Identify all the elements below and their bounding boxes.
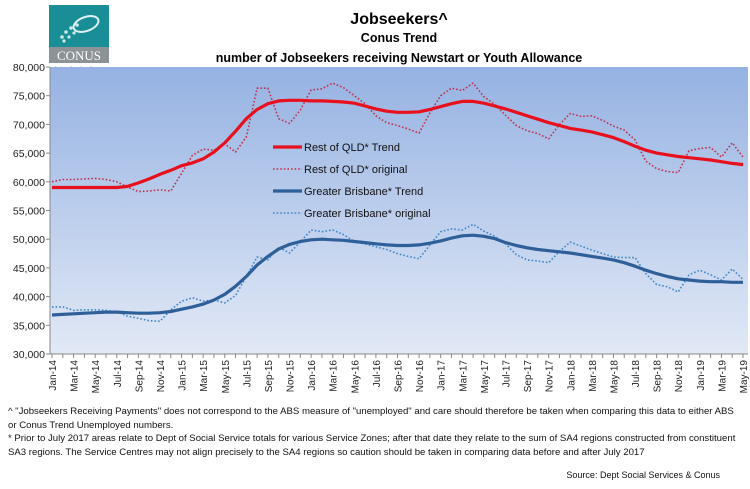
y-tick-label: 40,000 xyxy=(13,292,45,304)
footnote-caret: ^ "Jobseekers Receiving Payments" does n… xyxy=(8,406,734,431)
plot-area xyxy=(50,67,748,354)
y-tick-label: 65,000 xyxy=(13,148,45,160)
x-tick-label: Sep-16 xyxy=(394,360,405,393)
y-tick-label: 55,000 xyxy=(13,206,45,218)
y-tick-label: 45,000 xyxy=(13,263,45,275)
y-tick-label: 30,000 xyxy=(13,349,45,361)
x-tick-label: Mar-14 xyxy=(70,360,81,392)
x-tick-label: Jan-15 xyxy=(178,360,189,391)
x-tick-label: Nov-15 xyxy=(286,360,297,393)
x-tick-label: Sep-17 xyxy=(523,360,534,393)
x-tick-label: Jul-16 xyxy=(372,360,383,388)
legend: Rest of QLD* Trend Rest of QLD* original G… xyxy=(273,142,431,220)
x-tick-label: May-18 xyxy=(609,360,620,394)
x-tick-label: Jan-14 xyxy=(48,360,59,391)
x-tick-label: May-14 xyxy=(91,360,102,394)
series-line-rest-of-qld-trend xyxy=(52,98,744,190)
footnote-star: * Prior to July 2017 areas relate to Dep… xyxy=(8,433,736,458)
x-tick-label: May-16 xyxy=(350,360,361,394)
y-tick-label: 35,000 xyxy=(13,320,45,332)
x-tick-label: Mar-17 xyxy=(458,360,469,392)
source-note: Source: Dept Social Services & Conus xyxy=(566,470,720,480)
chart-subtitle-2: number of Jobseekers receiving Newstart … xyxy=(216,51,583,65)
x-tick-label: May-15 xyxy=(221,360,232,394)
x-tick-label: Mar-19 xyxy=(717,360,728,392)
x-tick-label: Jul-17 xyxy=(501,360,512,388)
y-tick-label: 70,000 xyxy=(13,119,45,131)
series-line-greater-brisbane-trend xyxy=(51,233,743,317)
x-tick-label: Nov-16 xyxy=(415,360,426,393)
x-tick-label: Jan-16 xyxy=(307,360,318,391)
x-tick-label: Sep-14 xyxy=(134,360,145,393)
legend-label: Greater Brisbane* original xyxy=(304,208,431,220)
x-tick-label: Jul-15 xyxy=(242,360,253,388)
x-tick-label: Jan-19 xyxy=(696,360,707,391)
x-tick-label: Mar-18 xyxy=(588,360,599,392)
conus-logo: CONUS Business Consultancy Services xyxy=(49,5,109,70)
chart-subtitle: Conus Trend xyxy=(361,31,437,45)
x-tick-label: Jan-17 xyxy=(437,360,448,391)
chart-title: Jobseekers^ xyxy=(350,11,447,28)
x-tick-label: Jul-14 xyxy=(113,360,124,388)
x-tick-label: Nov-14 xyxy=(156,360,167,393)
y-tick-label: 75,000 xyxy=(13,91,45,103)
x-tick-label: Jan-18 xyxy=(566,360,577,391)
x-tick-label: Nov-17 xyxy=(545,360,556,393)
x-tick-label: Mar-16 xyxy=(329,360,340,392)
legend-label: Rest of QLD* Trend xyxy=(304,142,400,154)
x-tick-label: Mar-15 xyxy=(199,360,210,392)
legend-label: Greater Brisbane* Trend xyxy=(304,186,423,198)
x-tick-label: May-19 xyxy=(739,360,750,394)
y-tick-label: 60,000 xyxy=(13,177,45,189)
x-tick-label: Sep-18 xyxy=(653,360,664,393)
jobseekers-line-chart: CONUS Business Consultancy Services Jobs… xyxy=(13,5,750,394)
x-tick-label: May-17 xyxy=(480,360,491,394)
legend-label: Rest of QLD* original xyxy=(304,164,407,176)
x-tick-label: Sep-15 xyxy=(264,360,275,393)
x-tick-label: Nov-18 xyxy=(674,360,685,393)
logo-text: CONUS xyxy=(57,48,101,63)
x-tick-label: Jul-18 xyxy=(631,360,642,388)
y-tick-label: 80,000 xyxy=(13,62,45,74)
y-tick-label: 50,000 xyxy=(13,234,45,246)
series-line-greater-brisbane-original xyxy=(52,223,744,323)
